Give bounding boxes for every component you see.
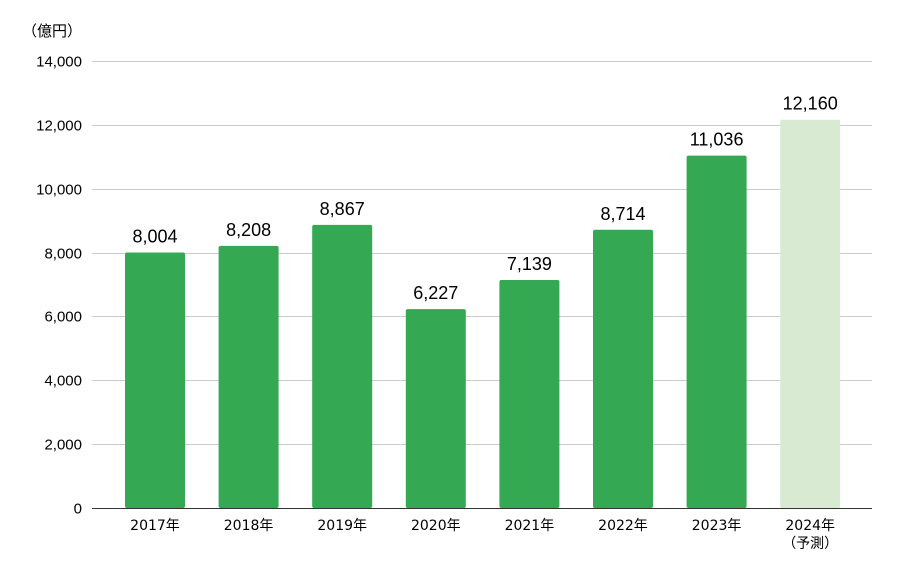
y-tick-label: 0: [74, 501, 82, 518]
labels-layer: 8,004 8,208 8,867 6,227 7,139 8,714 11,036 12,1…: [132, 94, 837, 303]
y-tick-label: 4,000: [44, 373, 82, 390]
bar: [312, 224, 373, 509]
bar: [405, 309, 466, 508]
x-tick-label: 2021年: [505, 518, 555, 534]
bar-value-label: 7,139: [507, 254, 552, 274]
bar-value-label: 8,867: [320, 199, 365, 219]
bar-value-label: 6,227: [413, 283, 458, 303]
x-tick-label: 2019年: [317, 518, 367, 534]
bar-value-label: 8,004: [132, 226, 177, 246]
x-tick-label: 2022年: [598, 518, 648, 534]
bar-value-label: 12,160: [783, 94, 838, 114]
bar: [499, 280, 560, 508]
y-tick-label: 2,000: [44, 437, 82, 454]
bar: [686, 155, 747, 508]
bar: [218, 245, 279, 508]
x-tick-label: 2024年: [785, 518, 835, 534]
bar-value-label: 8,714: [600, 204, 645, 224]
y-tick-label: 6,000: [44, 309, 82, 326]
x-tick-label: 2023年: [692, 518, 742, 534]
bars-layer: [125, 119, 841, 509]
y-tick-label: 10,000: [36, 182, 82, 199]
y-tick-label: 12,000: [36, 118, 82, 135]
y-tick-label: 14,000: [36, 54, 82, 71]
bar-forecast: [780, 119, 841, 509]
bar: [593, 229, 653, 509]
bar: [125, 252, 185, 508]
x-tick-label: 2017年: [130, 518, 180, 534]
x-tick-sublabel: （予測）: [782, 536, 838, 552]
y-tick-label: 8,000: [44, 246, 82, 263]
bar-value-label: 8,208: [226, 220, 271, 240]
unit-label: （億円）: [22, 22, 83, 40]
x-tick-label: 2018年: [224, 518, 274, 534]
x-tick-label: 2020年: [411, 518, 461, 534]
grid-layer: [92, 61, 872, 445]
axis-layer: 0 2,000 4,000 6,000 8,000 10,000 12,000 14,000 2…: [36, 54, 872, 552]
bar-value-label: 11,036: [690, 130, 744, 150]
